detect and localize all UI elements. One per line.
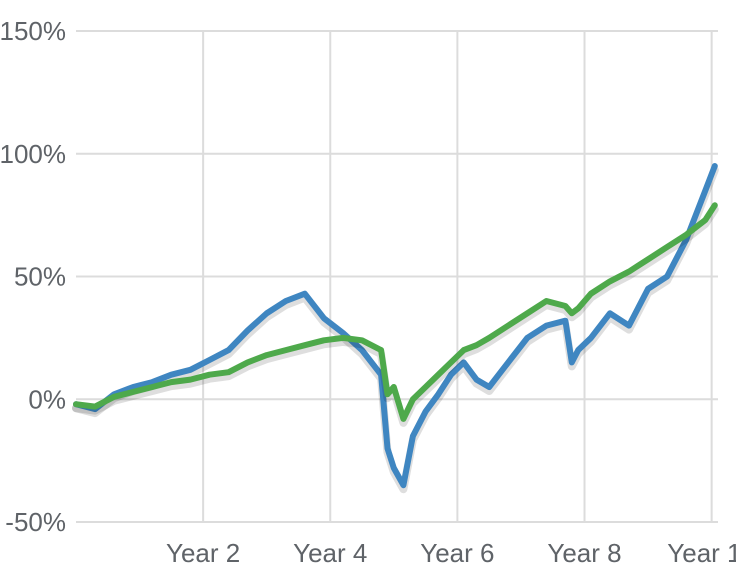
series-group: [72, 163, 719, 494]
y-tick-label: 50%: [14, 262, 66, 292]
x-tick-label: Year 10: [667, 538, 736, 568]
y-tick-label: 0%: [28, 384, 66, 414]
x-axis-tick-labels: Year 2 Year 4 Year 6 Year 8 Year 10: [166, 538, 736, 568]
horizontal-gridlines: [76, 30, 718, 523]
x-tick-label: Year 4: [293, 538, 367, 568]
y-tick-label: 150%: [0, 16, 66, 46]
y-tick-label: 100%: [0, 139, 66, 169]
x-tick-label: Year 2: [166, 538, 240, 568]
y-tick-label: -50%: [5, 507, 66, 537]
series-shadow-1: [72, 166, 719, 494]
x-tick-label: Year 6: [420, 538, 494, 568]
x-tick-label: Year 8: [547, 538, 621, 568]
series-line-2: [73, 202, 718, 422]
series-line-1: [73, 163, 718, 489]
vertical-gridlines: [202, 31, 713, 522]
y-axis-tick-labels: 150% 100% 50% 0% -50%: [0, 16, 66, 537]
